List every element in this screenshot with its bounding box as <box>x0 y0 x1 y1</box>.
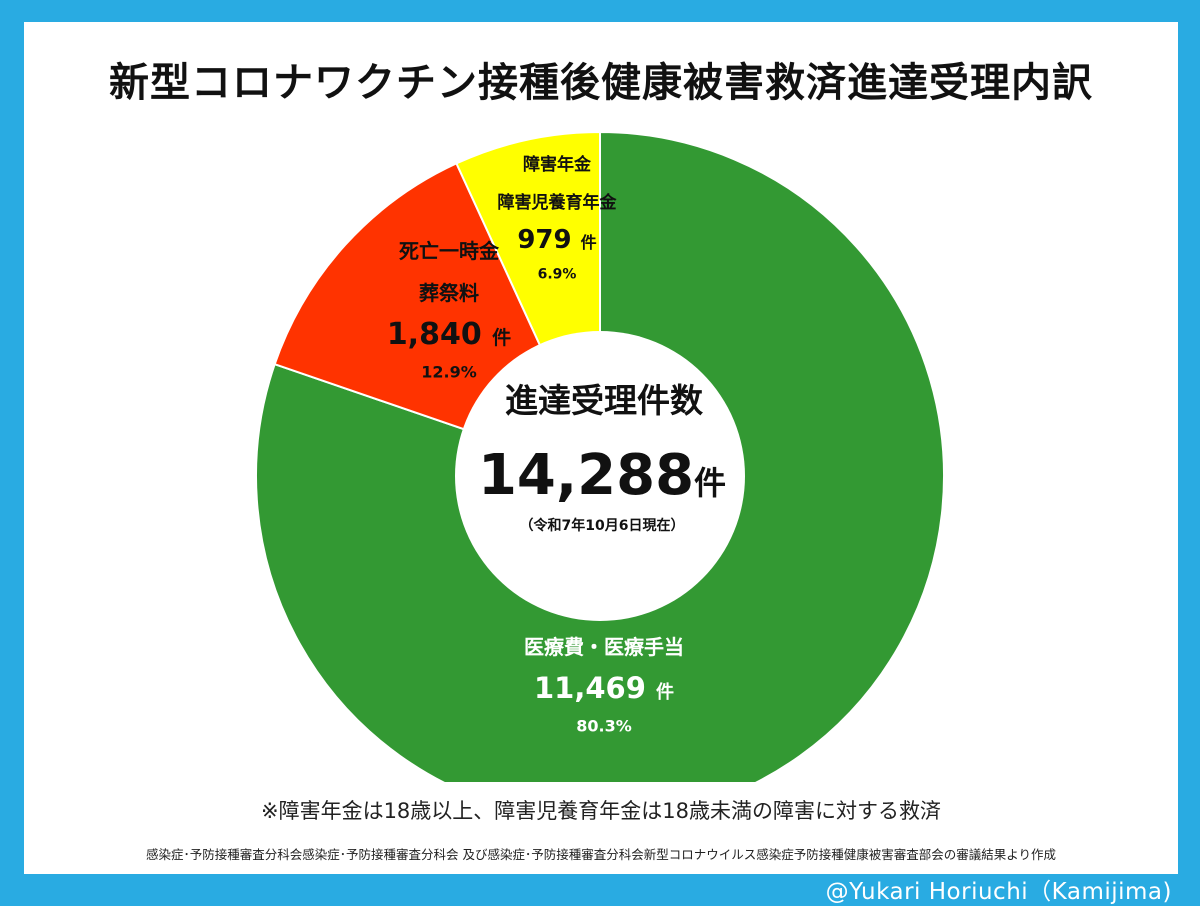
center-total-unit: 件 <box>694 464 726 502</box>
slice-percent-1: 12.9% <box>421 363 477 382</box>
slice-label-2-line-1: 障害児養育年金 <box>498 192 618 213</box>
donut-hole <box>455 331 745 621</box>
slice-count-2: 979 件 <box>517 225 596 255</box>
slice-label-0-line-0: 医療費・医療手当 <box>524 635 684 659</box>
slice-count-1: 1,840 件 <box>387 317 511 352</box>
slice-percent-2: 6.9% <box>538 266 577 282</box>
chart-title: 新型コロナワクチン接種後健康被害救済進達受理内訳 <box>109 60 1093 106</box>
slice-count-0: 11,469 件 <box>534 671 674 705</box>
author-credit: @Yukari Horiuchi（Kamijima) <box>825 879 1172 905</box>
slice-label-2-line-0: 障害年金 <box>523 154 592 175</box>
center-total-value: 14,288 <box>478 443 694 508</box>
slice-label-1-line-1: 葬祭料 <box>419 281 479 305</box>
footnote: ※障害年金は18歳以上、障害児養育年金は18歳未満の障害に対する救済 <box>260 799 942 823</box>
slice-percent-0: 80.3% <box>576 717 632 736</box>
chart-frame: 新型コロナワクチン接種後健康被害救済進達受理内訳 進達受理件数 14,288件 … <box>24 22 1178 874</box>
slice-label-1-line-0: 死亡一時金 <box>399 239 500 263</box>
center-total: 14,288件 <box>478 443 726 508</box>
donut-chart: 進達受理件数 14,288件 （令和7年10月6日現在） 医療費・医療手当 11,… <box>255 130 945 782</box>
center-as-of: （令和7年10月6日現在） <box>520 517 685 534</box>
center-label: 進達受理件数 <box>505 381 704 420</box>
source-note: 感染症･予防接種審査分科会感染症･予防接種審査分科会 及び感染症･予防接種審査分… <box>146 847 1056 862</box>
